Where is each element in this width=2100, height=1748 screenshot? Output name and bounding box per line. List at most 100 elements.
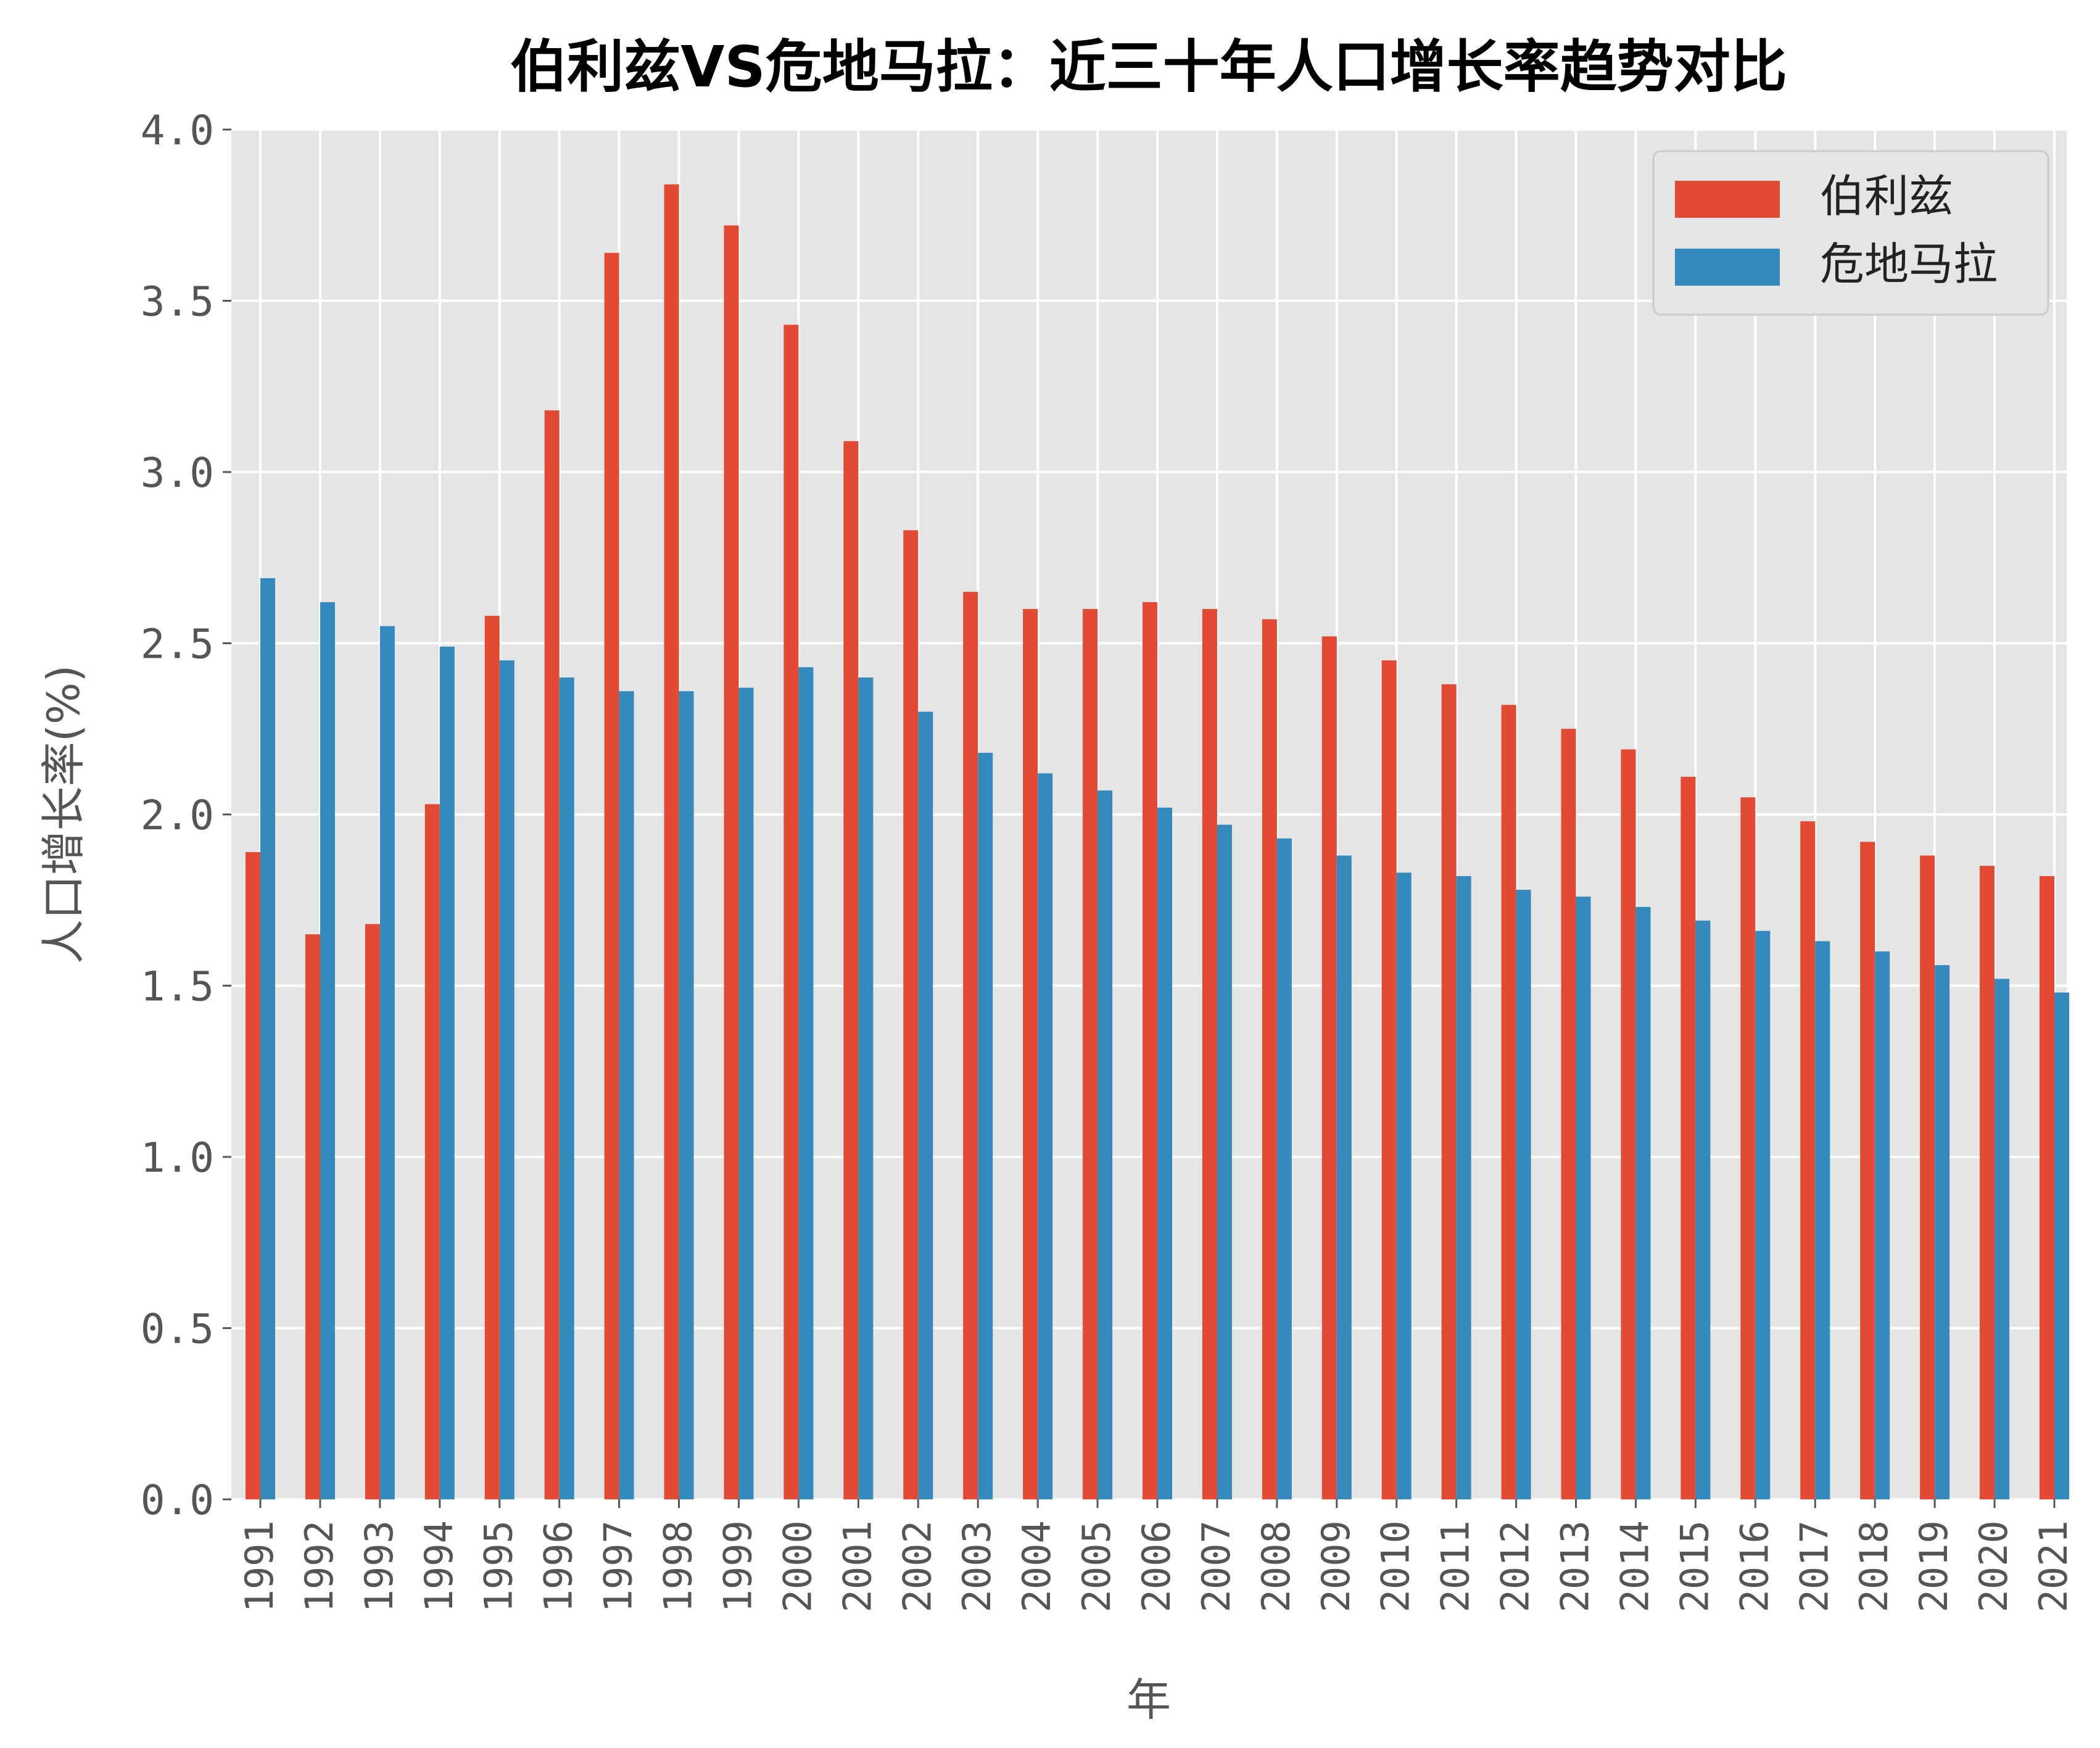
bar-guatemala bbox=[1935, 965, 1950, 1499]
bar-belize bbox=[664, 184, 679, 1499]
bar-belize bbox=[1321, 636, 1337, 1499]
x-tick-label: 2015 bbox=[1672, 1520, 1717, 1612]
y-tick-label: 0.0 bbox=[141, 1477, 214, 1524]
x-tick-label: 2002 bbox=[895, 1520, 940, 1612]
x-tick-label: 2021 bbox=[2031, 1520, 2076, 1612]
bar-guatemala bbox=[1576, 897, 1591, 1499]
x-tick-label: 1994 bbox=[416, 1520, 461, 1612]
bar-belize bbox=[424, 804, 440, 1499]
bar-guatemala bbox=[439, 647, 455, 1499]
bar-belize bbox=[1800, 821, 1816, 1499]
bar-belize bbox=[305, 934, 320, 1499]
x-axis-title: 年 bbox=[1126, 1674, 1171, 1726]
bar-guatemala bbox=[1695, 921, 1711, 1499]
bar-guatemala bbox=[798, 667, 814, 1499]
x-tick-label: 1998 bbox=[656, 1520, 701, 1612]
x-tick-label: 2013 bbox=[1553, 1520, 1598, 1612]
bar-belize bbox=[1381, 660, 1397, 1499]
x-tick-label: 1993 bbox=[357, 1520, 402, 1612]
x-tick-label: 2000 bbox=[775, 1520, 820, 1612]
y-tick-label: 1.5 bbox=[141, 963, 214, 1011]
x-tick-label: 1991 bbox=[237, 1520, 282, 1612]
x-tick-label: 2007 bbox=[1194, 1520, 1239, 1612]
legend-swatch-guatemala bbox=[1675, 249, 1780, 286]
bar-guatemala bbox=[1635, 906, 1651, 1499]
bar-belize bbox=[1202, 609, 1217, 1499]
bar-belize bbox=[1980, 866, 1995, 1499]
x-tick-label: 2019 bbox=[1911, 1520, 1956, 1612]
y-axis-title: 人口增长率(%) bbox=[38, 665, 89, 964]
bar-guatemala bbox=[1815, 941, 1830, 1499]
x-tick-label: 2014 bbox=[1612, 1520, 1657, 1612]
bar-belize bbox=[1083, 609, 1098, 1499]
bar-guatemala bbox=[1456, 876, 1471, 1499]
bar-guatemala bbox=[320, 602, 335, 1499]
bars bbox=[246, 184, 2069, 1500]
x-tick-label: 1997 bbox=[596, 1520, 641, 1612]
bar-guatemala bbox=[679, 691, 694, 1499]
x-tick-label: 2010 bbox=[1373, 1520, 1418, 1612]
bar-belize bbox=[1441, 684, 1457, 1499]
bar-belize bbox=[1023, 609, 1038, 1499]
bar-belize bbox=[1860, 842, 1875, 1499]
bar-guatemala bbox=[1875, 951, 1890, 1499]
bar-guatemala bbox=[1038, 773, 1053, 1499]
x-tick-label: 1995 bbox=[476, 1520, 521, 1612]
x-tick-label: 2017 bbox=[1792, 1520, 1837, 1612]
bar-belize bbox=[843, 441, 859, 1499]
legend-swatch-belize bbox=[1675, 181, 1780, 218]
legend-label-guatemala: 危地马拉 bbox=[1820, 238, 1998, 290]
x-tick-label: 2005 bbox=[1074, 1520, 1119, 1612]
bar-belize bbox=[1262, 619, 1277, 1499]
x-tick-label: 2018 bbox=[1851, 1520, 1896, 1612]
x-tick-label: 2011 bbox=[1433, 1520, 1478, 1612]
y-tick-label: 3.0 bbox=[141, 449, 214, 497]
x-tick-label: 1999 bbox=[715, 1520, 760, 1612]
bar-guatemala bbox=[1516, 890, 1531, 1499]
bar-belize bbox=[544, 410, 560, 1499]
x-tick-label: 2009 bbox=[1313, 1520, 1358, 1612]
bar-guatemala bbox=[2054, 992, 2069, 1499]
bar-belize bbox=[724, 225, 739, 1500]
y-tick-label: 2.0 bbox=[141, 792, 214, 839]
x-tick-label: 2003 bbox=[954, 1520, 999, 1612]
bar-guatemala bbox=[1098, 790, 1113, 1499]
bar-belize bbox=[246, 852, 260, 1499]
bar-belize bbox=[1501, 705, 1516, 1499]
bar-guatemala bbox=[1396, 872, 1412, 1499]
bar-belize bbox=[484, 616, 500, 1499]
bar-belize bbox=[1561, 729, 1576, 1499]
bar-belize bbox=[1621, 749, 1636, 1499]
x-tick-label: 2001 bbox=[835, 1520, 880, 1612]
bar-guatemala bbox=[1995, 979, 2010, 1499]
x-tick-label: 1996 bbox=[536, 1520, 581, 1612]
y-tick-label: 1.0 bbox=[141, 1134, 214, 1182]
bar-guatemala bbox=[918, 711, 933, 1499]
chart-title: 伯利兹VS危地马拉：近三十年人口增长率趋势对比 bbox=[510, 34, 1787, 100]
bar-belize bbox=[1740, 797, 1756, 1499]
bar-guatemala bbox=[1217, 824, 1232, 1499]
bar-guatemala bbox=[499, 660, 515, 1499]
y-tick-label: 3.5 bbox=[141, 278, 214, 326]
bar-guatemala bbox=[1157, 807, 1172, 1499]
x-tick-label: 2016 bbox=[1732, 1520, 1777, 1612]
y-tick-label: 0.5 bbox=[141, 1306, 214, 1353]
legend: 伯利兹 危地马拉 bbox=[1652, 150, 2049, 316]
bar-belize bbox=[963, 592, 978, 1499]
y-tick-label: 2.5 bbox=[141, 621, 214, 668]
bar-belize bbox=[604, 252, 619, 1499]
x-tick-label: 1992 bbox=[297, 1520, 342, 1612]
bar-guatemala bbox=[1755, 930, 1771, 1499]
bar-guatemala bbox=[619, 691, 634, 1499]
legend-label-belize: 伯利兹 bbox=[1820, 170, 1953, 222]
bar-guatemala bbox=[379, 626, 395, 1499]
x-tick-label: 2006 bbox=[1134, 1520, 1179, 1612]
bar-guatemala bbox=[858, 677, 874, 1499]
bar-guatemala bbox=[559, 677, 574, 1499]
bar-guatemala bbox=[738, 687, 754, 1499]
x-tick-label: 2008 bbox=[1254, 1520, 1299, 1612]
bar-guatemala bbox=[978, 753, 993, 1499]
x-tick-label: 2020 bbox=[1971, 1520, 2016, 1612]
